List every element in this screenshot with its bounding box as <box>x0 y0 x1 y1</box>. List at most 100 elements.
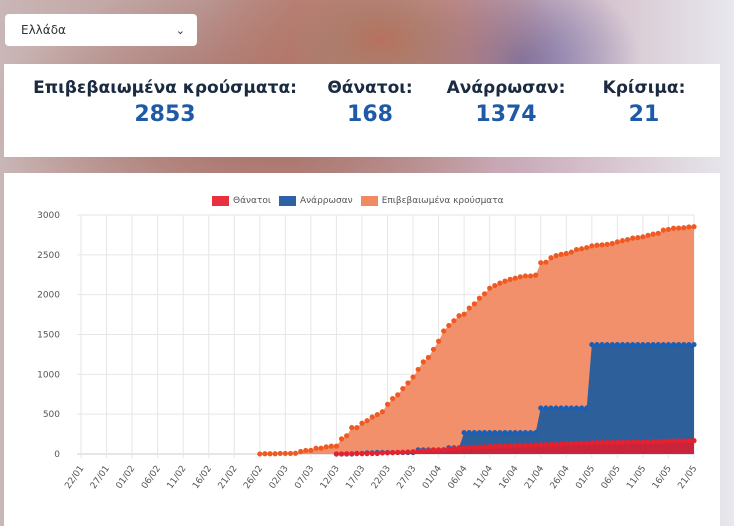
x-tick-label: 16/04 <box>498 464 521 491</box>
data-point <box>522 429 529 436</box>
data-point <box>487 285 493 291</box>
legend-item-confirmed[interactable]: Επιβεβαιωμένα κρούσματα <box>360 196 504 206</box>
data-point <box>609 240 615 247</box>
data-point <box>292 450 299 456</box>
data-point <box>410 374 416 380</box>
stat-value: 2853 <box>134 102 196 127</box>
data-point <box>650 231 656 237</box>
area-recovered <box>336 344 694 454</box>
data-point <box>497 280 503 286</box>
legend-item-recovered[interactable]: Ανάρρωσαν <box>278 196 353 206</box>
data-point <box>548 255 554 261</box>
data-point <box>471 444 477 450</box>
data-point <box>573 440 580 446</box>
x-tick-label: 27/01 <box>89 464 112 491</box>
data-point <box>624 237 631 243</box>
data-point <box>425 447 431 454</box>
data-point <box>415 448 421 455</box>
legend-swatch <box>360 196 378 206</box>
data-point <box>665 226 672 233</box>
data-point <box>543 259 549 265</box>
data-point <box>384 401 391 407</box>
x-tick-label: 21/05 <box>676 464 699 491</box>
data-point <box>390 450 396 456</box>
legend-swatch <box>278 196 296 206</box>
data-point <box>609 341 615 348</box>
data-point <box>338 436 345 442</box>
legend-item-deaths[interactable]: Θάνατοι <box>212 196 271 206</box>
data-point <box>533 429 539 436</box>
data-point <box>599 341 605 348</box>
x-tick-label: 21/04 <box>523 464 546 491</box>
data-point <box>502 443 508 449</box>
data-point <box>527 273 534 279</box>
data-point <box>481 444 488 450</box>
data-point <box>333 451 340 457</box>
data-point <box>461 311 467 317</box>
data-point <box>308 447 314 453</box>
data-point <box>507 443 513 449</box>
data-point <box>619 238 626 244</box>
data-point <box>584 244 590 251</box>
data-point <box>456 445 462 451</box>
data-point <box>624 439 631 445</box>
data-point <box>660 227 666 233</box>
data-point <box>298 448 304 455</box>
x-tick-label: 16/05 <box>651 464 674 491</box>
data-point <box>686 341 692 348</box>
data-point <box>609 439 615 445</box>
x-tick-label: 01/05 <box>574 464 597 491</box>
y-tick-label: 0 <box>54 450 60 460</box>
data-point <box>517 429 523 436</box>
data-point <box>497 429 503 436</box>
data-point <box>420 448 426 454</box>
x-tick-label: 22/01 <box>63 464 86 491</box>
stat-critical: Κρίσιμα: 21 <box>603 78 686 127</box>
data-point <box>655 341 661 348</box>
data-point <box>512 429 518 436</box>
data-point <box>553 253 559 259</box>
x-tick-label: 16/02 <box>191 464 214 491</box>
data-point <box>599 242 605 248</box>
data-point <box>686 224 692 230</box>
chevron-down-icon: ⌄ <box>175 23 185 37</box>
data-point <box>512 275 518 281</box>
data-point <box>522 273 529 279</box>
data-point <box>435 447 442 453</box>
data-point <box>538 260 544 266</box>
data-point <box>379 409 385 415</box>
country-dropdown[interactable]: Ελλάδα ⌄ <box>5 14 197 46</box>
data-point <box>476 295 483 301</box>
data-point <box>594 341 600 348</box>
data-point <box>619 341 626 348</box>
data-point <box>650 439 656 445</box>
data-point <box>589 341 595 348</box>
stat-label: Κρίσιμα: <box>602 78 686 98</box>
data-point <box>558 405 564 411</box>
data-point <box>517 274 523 280</box>
data-point <box>369 450 375 457</box>
data-point <box>415 366 421 373</box>
data-point <box>548 405 554 411</box>
data-point <box>573 246 580 253</box>
data-point <box>660 341 666 348</box>
data-point <box>349 425 355 431</box>
data-point <box>466 444 472 451</box>
data-point <box>257 451 263 457</box>
stat-value: 1374 <box>475 102 537 127</box>
data-point <box>364 451 370 457</box>
data-point <box>446 446 452 452</box>
data-point <box>451 318 457 324</box>
data-point <box>344 433 350 439</box>
data-point <box>492 429 498 436</box>
data-point <box>313 445 319 451</box>
data-point <box>579 246 585 252</box>
data-point <box>691 438 697 444</box>
data-point <box>558 251 564 257</box>
data-point <box>487 443 493 450</box>
legend-label: Επιβεβαιωμένα κρούσματα <box>381 196 504 206</box>
data-point <box>400 449 406 455</box>
y-tick-label: 3000 <box>37 211 60 221</box>
stat-label: Επιβεβαιωμένα κρούσματα: <box>33 78 297 98</box>
data-point <box>507 276 513 282</box>
